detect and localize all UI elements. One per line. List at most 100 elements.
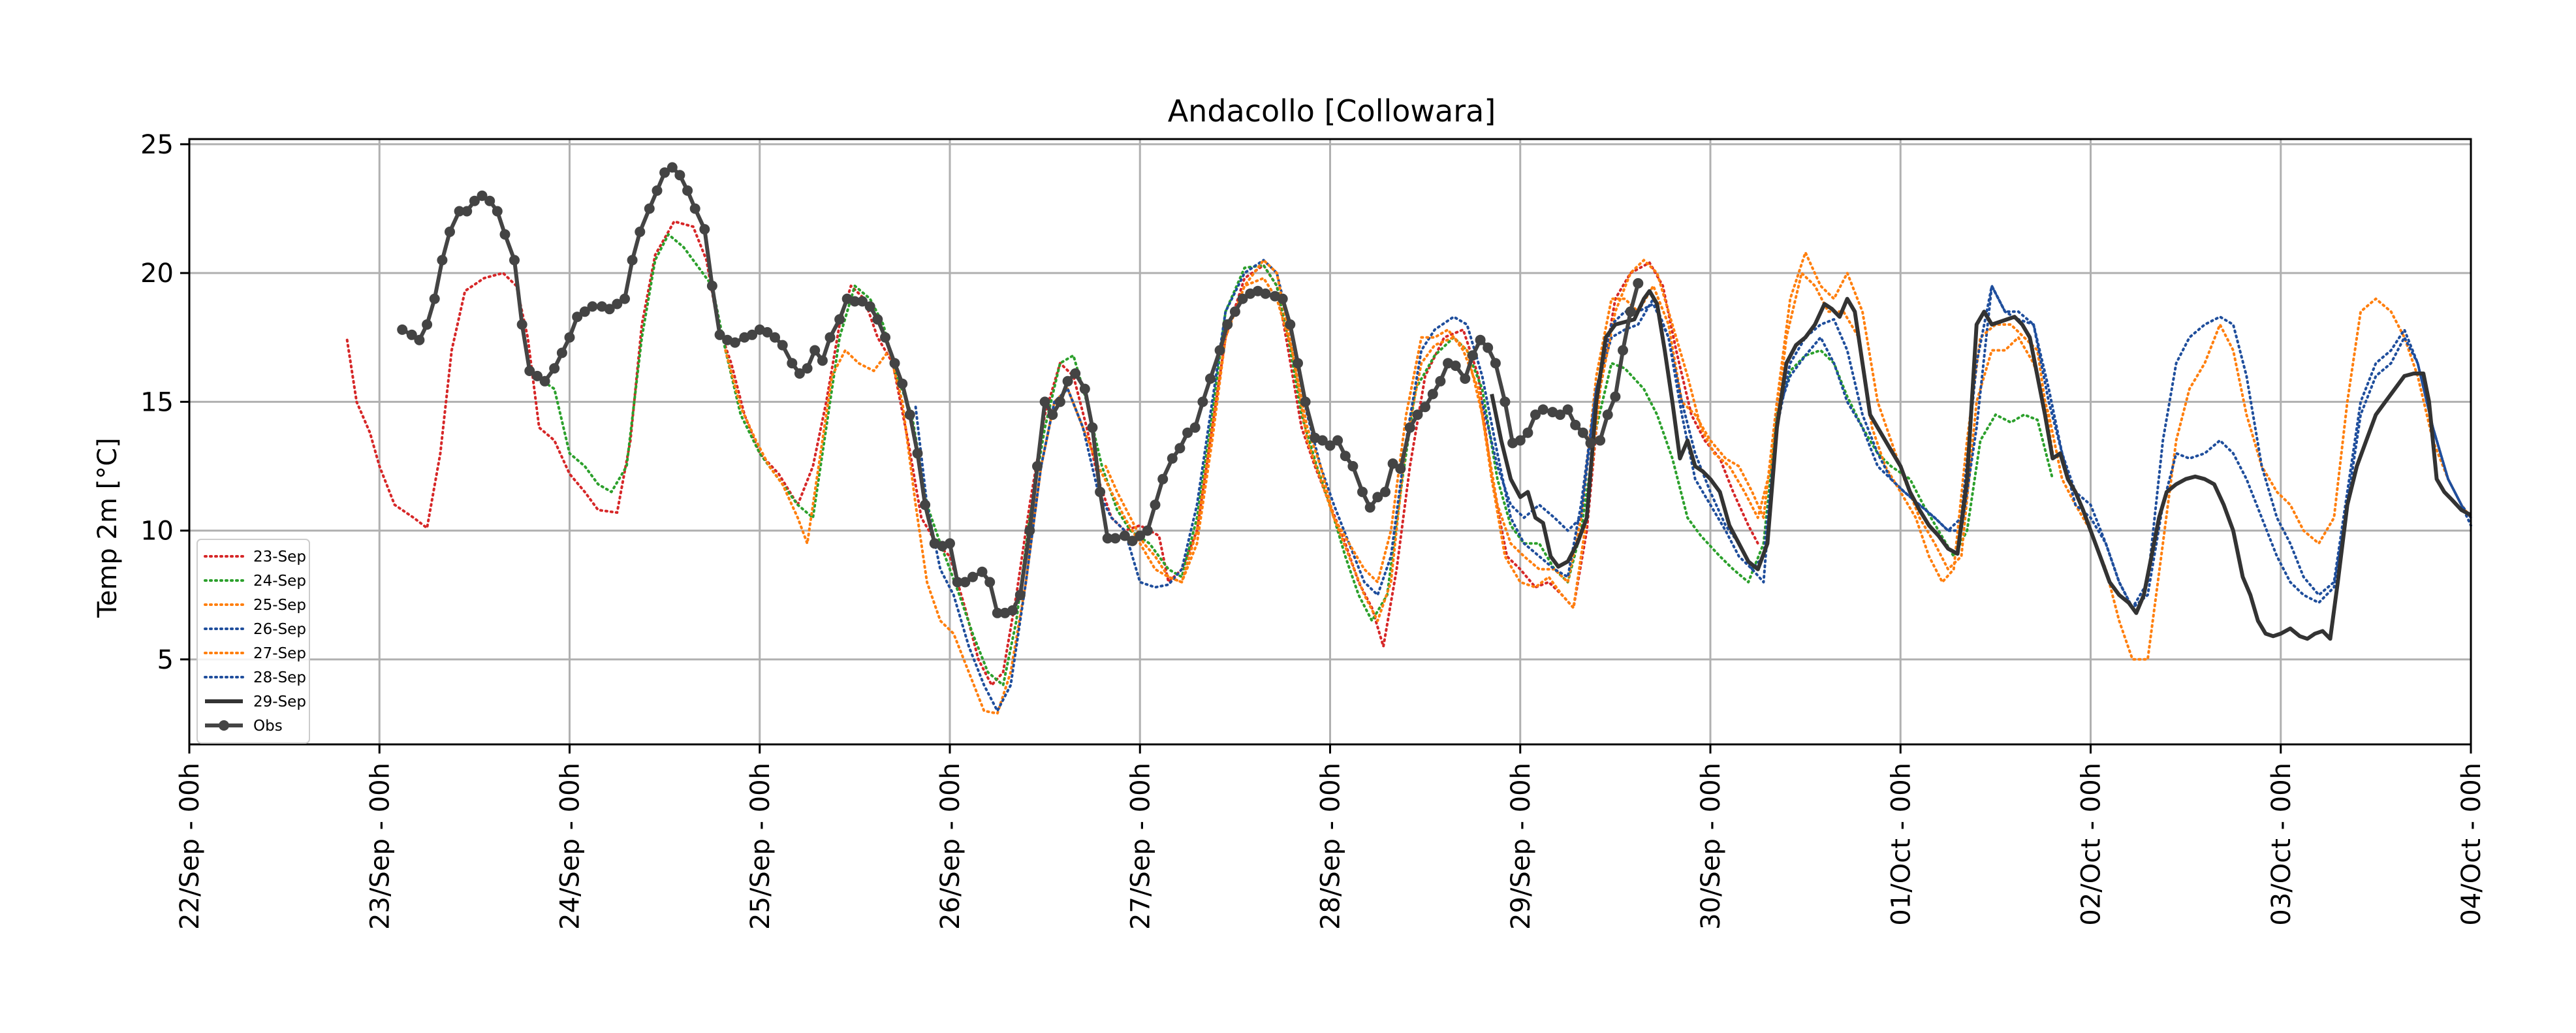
obs-point: [1237, 293, 1248, 304]
obs-point: [1102, 533, 1113, 544]
obs-point: [714, 329, 725, 340]
obs-point: [1024, 525, 1035, 536]
obs-point: [1150, 500, 1161, 511]
obs-point: [1475, 334, 1486, 345]
obs-point: [1522, 427, 1533, 438]
obs-point: [469, 195, 480, 206]
obs-point: [729, 337, 740, 348]
obs-point: [952, 577, 963, 588]
obs-point: [880, 332, 890, 343]
obs-point: [857, 296, 868, 307]
legend-label: 25-Sep: [253, 597, 306, 614]
legend-marker: [219, 720, 229, 731]
obs-point: [1585, 437, 1596, 449]
obs-point: [454, 206, 465, 217]
legend: 23-Sep 24-Sep 25-Sep 26-Sep 27-Sep 28-Sep 29-S…: [196, 539, 310, 744]
obs-point: [762, 326, 773, 338]
obs-point: [437, 255, 448, 266]
obs-point: [1537, 404, 1548, 415]
obs-point: [1554, 409, 1565, 421]
obs-point: [1095, 486, 1106, 498]
obs-point: [1142, 525, 1153, 536]
obs-point: [1317, 435, 1328, 446]
obs-point: [422, 319, 433, 330]
obs-point: [1079, 383, 1090, 394]
obs-point: [620, 293, 630, 304]
series-line-27-sep: [1104, 259, 2054, 609]
obs-point: [1127, 535, 1138, 547]
obs-point: [864, 301, 875, 312]
obs-point: [1014, 590, 1026, 601]
obs-point: [682, 185, 693, 196]
y-tick-label: 25: [140, 130, 174, 160]
obs-point: [1562, 404, 1573, 415]
obs-point: [604, 304, 615, 315]
obs-point: [1460, 373, 1471, 384]
obs-point: [1039, 396, 1050, 407]
obs-point: [484, 195, 495, 206]
obs-point: [1222, 319, 1233, 330]
obs-point: [406, 329, 417, 340]
obs-point: [659, 167, 670, 178]
obs-point: [1530, 409, 1541, 421]
obs-point: [777, 340, 788, 351]
obs-point: [1625, 306, 1636, 317]
obs-point: [977, 566, 988, 577]
obs-point: [667, 162, 678, 173]
x-tick-label: 30/Sep - 00h: [1696, 763, 1726, 930]
obs-point: [872, 314, 883, 325]
series-lines: [345, 162, 2472, 715]
series-line-24-sep: [534, 233, 2054, 687]
obs-point: [1293, 358, 1303, 369]
obs-point: [1610, 391, 1621, 402]
obs-point: [1347, 461, 1359, 471]
x-tick-label: 02/Oct - 00h: [2077, 763, 2107, 926]
obs-point: [627, 255, 638, 266]
legend-label: 24-Sep: [253, 573, 306, 590]
obs-point: [699, 224, 710, 235]
obs-point: [564, 332, 575, 343]
y-tick-label: 10: [140, 516, 174, 547]
obs-point: [897, 378, 908, 389]
obs-point: [1277, 293, 1288, 304]
series-line-26-sep: [914, 259, 2472, 712]
obs-point: [612, 298, 623, 310]
x-tick-label: 27/Sep - 00h: [1125, 763, 1155, 930]
obs-point: [1007, 605, 1018, 616]
obs-point: [1490, 358, 1501, 369]
obs-point: [516, 319, 527, 330]
obs-point: [834, 314, 845, 325]
obs-point: [539, 375, 550, 387]
obs-point: [1372, 492, 1383, 503]
obs-point: [1135, 530, 1146, 541]
obs-point: [1062, 375, 1073, 387]
obs-point: [492, 206, 503, 217]
obs-point: [809, 345, 821, 356]
obs-point: [1167, 453, 1178, 464]
obs-point: [1157, 473, 1169, 485]
legend-label: 27-Sep: [253, 645, 306, 662]
obs-point: [889, 358, 900, 369]
obs-point: [635, 227, 646, 237]
obs-point: [1435, 375, 1446, 387]
obs-point: [445, 227, 455, 237]
obs-point: [1357, 486, 1368, 498]
obs-point: [1395, 463, 1406, 474]
obs-point: [1047, 409, 1058, 421]
obs-point: [587, 301, 598, 312]
obs-point: [1214, 345, 1225, 356]
legend-label: 29-Sep: [253, 693, 306, 710]
obs-point: [674, 170, 685, 181]
grid-lines: [188, 139, 2472, 744]
obs-point: [1119, 530, 1130, 541]
obs-point: [397, 324, 408, 335]
obs-point: [1174, 443, 1186, 454]
obs-point: [787, 358, 798, 369]
obs-point: [644, 203, 655, 214]
obs-point: [524, 366, 535, 376]
obs-point: [1110, 533, 1121, 544]
series-line-28-sep: [1481, 284, 2472, 609]
x-tick-label: 26/Sep - 00h: [935, 763, 966, 930]
x-tick-label: 28/Sep - 00h: [1316, 763, 1346, 930]
legend-label: 23-Sep: [253, 548, 306, 565]
